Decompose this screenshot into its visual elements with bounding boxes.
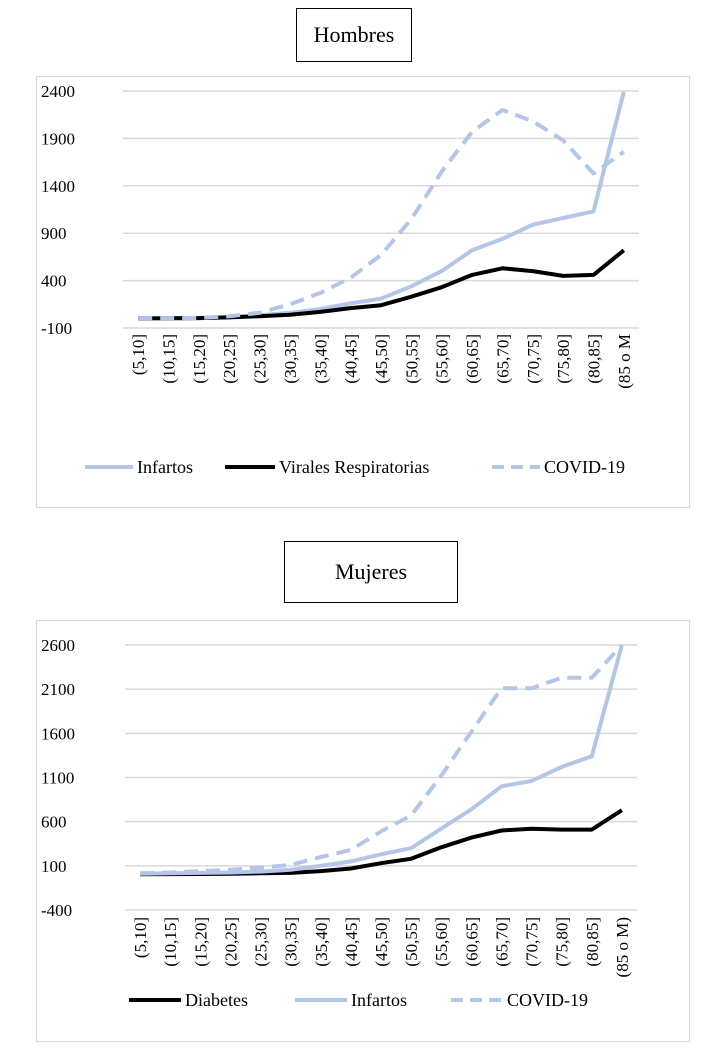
y-tick-hombres-1: 400 <box>41 272 67 291</box>
series-line-mujeres-diabetes <box>140 808 623 877</box>
y-tick-hombres-3: 1400 <box>41 177 75 196</box>
x-tick-hombres-5: (30,35] <box>281 334 300 384</box>
chart-hombres-svg: -100 400 900 1400 1900 2400 (5,10] (10,15] (15,2… <box>41 82 639 477</box>
x-tick-hombres-1: (10,15] <box>160 334 179 384</box>
x-tick-hombres-6: (35,40] <box>311 334 330 384</box>
series-line-hombres-infartos <box>138 91 626 321</box>
x-tick-mujeres-4: (25,30] <box>252 917 271 967</box>
y-tick-hombres-5: 2400 <box>41 82 75 101</box>
x-tick-hombres-14: (75,80] <box>554 334 573 384</box>
y-tick-mujeres-5: 2100 <box>41 680 75 699</box>
x-tick-mujeres-11: (60,65] <box>462 917 481 967</box>
x-tick-hombres-11: (60,65] <box>463 334 482 384</box>
series-line-hombres-virales-respiratorias <box>138 248 626 321</box>
series-line-hombres-covid-19 <box>138 108 625 321</box>
x-tick-mujeres-1: (10,15] <box>161 917 180 967</box>
x-tick-hombres-0: (5,10] <box>129 334 148 375</box>
x-tick-mujeres-10: (55,60] <box>432 917 451 967</box>
chart-title-hombres: Hombres <box>296 8 412 62</box>
x-tick-hombres-15: (80,85] <box>584 334 603 384</box>
x-tick-mujeres-15: (80,85] <box>583 917 602 967</box>
x-tick-mujeres-7: (40,45] <box>342 917 361 967</box>
x-tick-mujeres-0: (5,10] <box>131 917 150 958</box>
y-tick-mujeres-6: 2600 <box>41 636 75 655</box>
chart-mujeres-svg: -400 100 600 1100 1600 2100 2600 (5,10] (10,15] (… <box>41 636 637 1010</box>
x-tick-mujeres-16: (85 o M) <box>613 917 632 977</box>
legend-label-mujeres-diabetes: Diabetes <box>185 990 248 1010</box>
chart-hombres: -100 400 900 1400 1900 2400 (5,10] (10,15] (15,2… <box>36 76 690 508</box>
x-tick-mujeres-9: (50,55] <box>402 917 421 967</box>
x-tick-mujeres-8: (45,50] <box>372 917 391 967</box>
x-tick-hombres-4: (25,30] <box>251 334 270 384</box>
x-tick-mujeres-2: (15,20] <box>191 917 210 967</box>
legend-label-mujeres-infartos: Infartos <box>351 990 407 1010</box>
x-tick-mujeres-13: (70,75] <box>523 917 542 967</box>
legend-label-hombres-virales-respiratorias: Virales Respiratorias <box>279 457 429 477</box>
legend-label-hombres-infartos: Infartos <box>137 457 193 477</box>
x-tick-hombres-13: (70,75] <box>524 334 543 384</box>
chart-mujeres: -400 100 600 1100 1600 2100 2600 (5,10] (10,15] (… <box>36 620 690 1042</box>
legend-label-mujeres-covid-19: COVID-19 <box>507 990 588 1010</box>
series-line-mujeres-infartos <box>140 644 624 876</box>
x-tick-hombres-10: (55,60] <box>433 334 452 384</box>
y-tick-hombres-0: -100 <box>41 319 72 338</box>
x-tick-hombres-16: (85 o M <box>615 334 634 389</box>
x-tick-mujeres-5: (30,35] <box>282 917 301 967</box>
y-tick-mujeres-0: -400 <box>41 901 72 920</box>
x-tick-hombres-8: (45,50] <box>372 334 391 384</box>
series-line-mujeres-covid-19 <box>140 643 624 876</box>
y-tick-mujeres-2: 600 <box>41 813 67 832</box>
y-tick-hombres-4: 1900 <box>41 129 75 148</box>
x-tick-hombres-9: (50,55] <box>402 334 421 384</box>
legend-label-hombres-covid-19: COVID-19 <box>544 457 625 477</box>
x-tick-hombres-2: (15,20] <box>190 334 209 384</box>
x-tick-hombres-3: (20,25] <box>220 334 239 384</box>
y-tick-hombres-2: 900 <box>41 224 67 243</box>
chart-title-mujeres-text: Mujeres <box>334 559 408 584</box>
x-tick-mujeres-3: (20,25] <box>221 917 240 967</box>
y-tick-mujeres-1: 100 <box>41 857 67 876</box>
x-tick-hombres-7: (40,45] <box>342 334 361 384</box>
x-tick-hombres-12: (65,70] <box>493 334 512 384</box>
y-tick-mujeres-3: 1100 <box>41 769 74 788</box>
y-tick-mujeres-4: 1600 <box>41 724 75 743</box>
chart-title-hombres-text: Hombres <box>313 22 395 47</box>
x-tick-mujeres-6: (35,40] <box>312 917 331 967</box>
x-tick-mujeres-14: (75,80] <box>553 917 572 967</box>
x-tick-mujeres-12: (65,70] <box>492 917 511 967</box>
chart-title-mujeres: Mujeres <box>284 541 458 603</box>
